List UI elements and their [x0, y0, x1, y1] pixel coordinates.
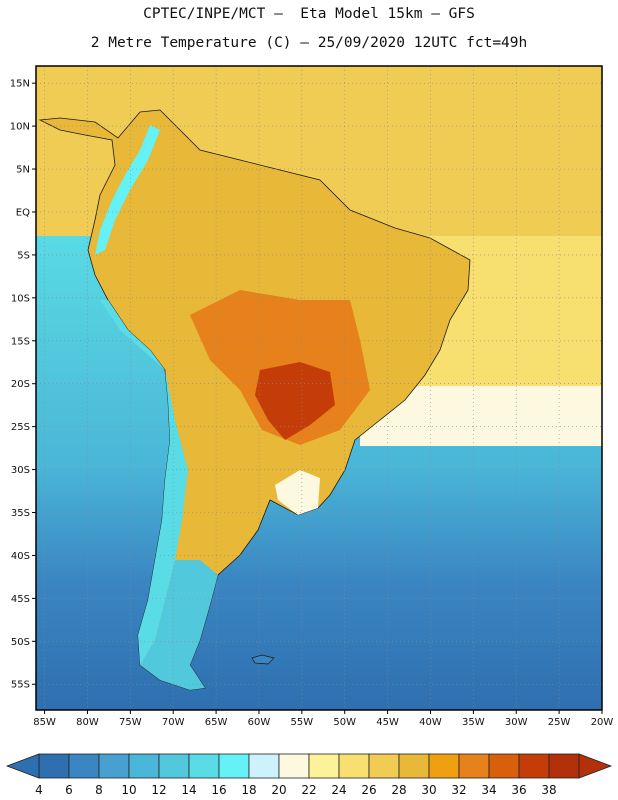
colorbar-swatch — [278, 753, 310, 779]
lon-tick-label: 20W — [591, 717, 614, 728]
colorbar-swatch — [308, 753, 340, 779]
lon-tick-label: 25W — [548, 717, 571, 728]
lat-tick-label: 45S — [11, 594, 30, 605]
andes-cool-strip — [100, 300, 188, 665]
lon-tick-label: 45W — [376, 717, 399, 728]
colorbar-swatch — [218, 753, 250, 779]
lon-tick-label: 40W — [419, 717, 442, 728]
colorbar-label: 24 — [331, 783, 346, 797]
lon-tick-label: 55W — [291, 717, 314, 728]
lon-tick-label: 85W — [33, 717, 56, 728]
colorbar-label: 12 — [151, 783, 166, 797]
lon-tick-label: 30W — [505, 717, 528, 728]
colorbar-swatch — [338, 753, 370, 779]
colorbar-swatch — [188, 753, 220, 779]
map-field — [36, 66, 602, 710]
lon-tick-label: 65W — [205, 717, 228, 728]
colorbar-label: 14 — [181, 783, 196, 797]
lat-tick-label: 15S — [11, 336, 30, 347]
lat-tick-label: 5S — [17, 250, 30, 261]
lat-tick-label: 10S — [11, 293, 30, 304]
uruguay-mild-region — [275, 470, 320, 515]
lat-tick-label: 15N — [10, 79, 30, 90]
colorbar-label: 36 — [511, 783, 526, 797]
colorbar-label: 26 — [361, 783, 376, 797]
lat-tick-label: 35S — [11, 508, 30, 519]
lat-tick-label: 20S — [11, 379, 30, 390]
colorbar-swatch — [488, 753, 520, 779]
hottest-region — [255, 362, 335, 440]
lat-tick-label: 40S — [11, 551, 30, 562]
northern-andes-strip — [95, 125, 160, 255]
axis-ticks: 15N 10N 5N EQ 5S 10S 15S 20S 25S 30S 35S 40S 45S 50S 5… — [10, 79, 614, 728]
lon-tick-label: 35W — [462, 717, 485, 728]
colorbar-label: 6 — [65, 783, 73, 797]
colorbar-lower-arrow — [5, 753, 40, 779]
colorbar-swatch — [368, 753, 400, 779]
colorbar-label: 16 — [211, 783, 226, 797]
colorbar-swatch — [98, 753, 130, 779]
lon-tick-label: 75W — [119, 717, 142, 728]
lon-tick-label: 70W — [162, 717, 185, 728]
map-frame — [35, 65, 603, 711]
colorbar-label: 30 — [421, 783, 436, 797]
lat-tick-label: 55S — [11, 680, 30, 691]
falkland-islands — [251, 654, 275, 665]
colorbar-label: 20 — [271, 783, 286, 797]
lon-tick-label: 50W — [333, 717, 356, 728]
lon-tick-label: 60W — [248, 717, 271, 728]
lat-tick-label: 10N — [10, 122, 30, 133]
colorbar-swatch — [38, 753, 70, 779]
colorbar-label: 22 — [301, 783, 316, 797]
colorbar-swatch — [428, 753, 460, 779]
chart-title: CPTEC/INPE/MCT – Eta Model 15km – GFS — [143, 6, 475, 22]
colorbar-label: 38 — [541, 783, 556, 797]
colorbar-swatch — [68, 753, 100, 779]
colorbar-label: 18 — [241, 783, 256, 797]
colorbar-label: 10 — [121, 783, 136, 797]
lon-tick-label: 80W — [76, 717, 99, 728]
colorbar-swatch — [548, 753, 580, 779]
colorbar-swatch — [158, 753, 190, 779]
colorbar-label: 4 — [35, 783, 43, 797]
lat-tick-label: 5N — [16, 165, 30, 176]
chart-subtitle: 2 Metre Temperature (C) – 25/09/2020 12U… — [90, 35, 528, 51]
colorbar-swatch — [398, 753, 430, 779]
colorbar-label: 28 — [391, 783, 406, 797]
lat-tick-label: 30S — [11, 465, 30, 476]
colorbar-swatch — [518, 753, 550, 779]
southern-land-cool — [140, 560, 218, 690]
colorbar-label: 8 — [95, 783, 103, 797]
colorbar-swatch — [248, 753, 280, 779]
colorbar-label: 32 — [451, 783, 466, 797]
colorbar-swatch — [128, 753, 160, 779]
colorbar-upper-arrow — [578, 753, 613, 779]
colorbar-swatch — [458, 753, 490, 779]
colorbar: 4 6 8 10 12 14 16 18 20 22 24 26 28 30 32 34 36 38 — [5, 753, 613, 797]
lat-tick-label: 50S — [11, 637, 30, 648]
lat-tick-label: EQ — [16, 207, 30, 218]
colorbar-label: 34 — [481, 783, 496, 797]
lat-tick-label: 25S — [11, 422, 30, 433]
